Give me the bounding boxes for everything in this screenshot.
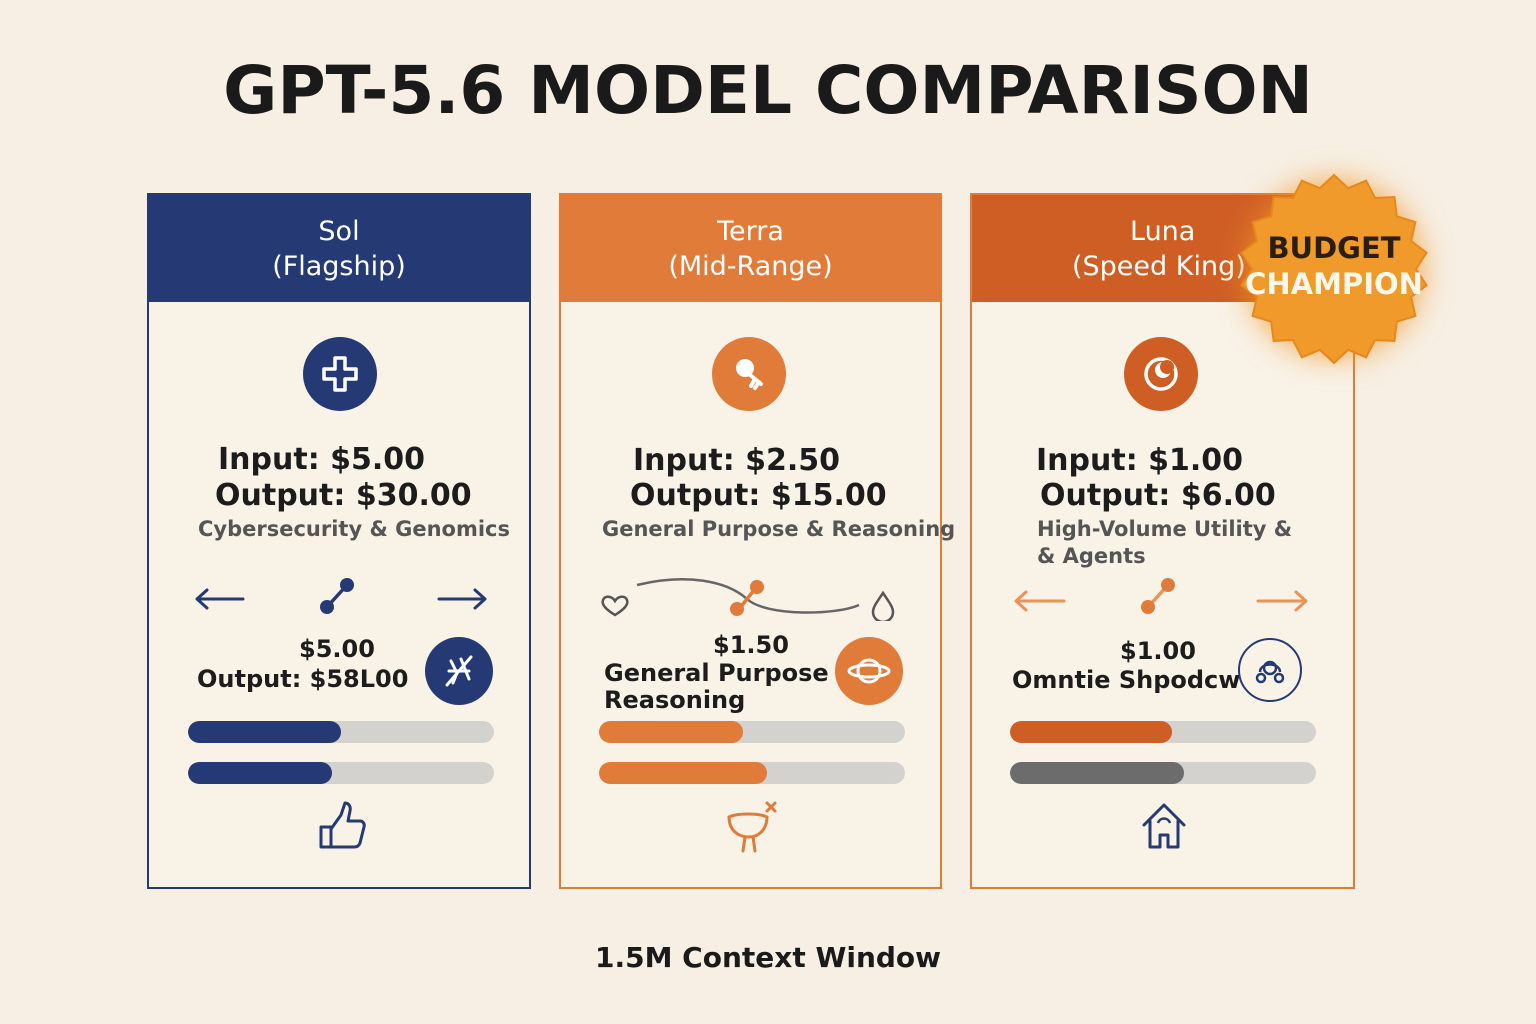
mid-text: Output: $58L00 [197,665,409,693]
card-sol: Sol (Flagship) Input: $5.00 Output: $30.… [147,193,531,889]
card-header: Sol (Flagship) [149,195,529,302]
output-price: Output: $15.00 [630,478,887,513]
badge-seal-icon [1240,173,1428,365]
wave-connector-icon [601,578,895,621]
input-price: Input: $5.00 [218,442,426,477]
model-tier: (Flagship) [272,251,406,282]
input-price: Input: $2.50 [633,443,841,478]
use-case: Cybersecurity & Genomics [198,517,510,541]
output-price: Output: $6.00 [1040,478,1276,513]
card-terra: Terra (Mid-Range) Input: $2.50 Output: $… [559,193,955,889]
progress-bar [599,762,905,784]
thumbs-up-icon [319,801,366,849]
arrow-right-icon [437,588,487,610]
progress-fill [188,762,332,784]
node-link-icon [1141,578,1175,614]
progress-fill [599,721,743,743]
headset-icon [1238,638,1302,702]
planet-icon [835,637,903,705]
context-window-note: 1.5M Context Window [594,941,942,974]
progress-fill [1010,762,1185,784]
bowl-icon [727,801,777,853]
card-header: Terra (Mid-Range) [561,195,940,302]
arrow-left-icon [1014,590,1066,612]
progress-fill [1010,721,1173,743]
home-icon [1142,803,1186,849]
mid-price: $1.50 [713,631,789,659]
output-price: Output: $30.00 [215,478,472,513]
arrow-right-icon [1256,590,1308,612]
model-name: Sol [318,216,360,247]
moon-icon [1124,337,1198,411]
model-tier: (Mid-Range) [668,251,833,282]
progress-fill [188,721,341,743]
progress-bar [1010,721,1316,743]
crossed-figure-icon [425,637,493,705]
badge-line-1: BUDGET [1267,231,1401,265]
mid-text: Reasoning [604,686,746,714]
model-name: Terra [717,216,784,247]
progress-bar [188,762,494,784]
mid-price: $5.00 [299,635,375,663]
progress-fill [599,762,768,784]
cross-plus-icon [303,337,377,411]
key-icon [712,337,786,411]
input-price: Input: $1.00 [1036,443,1244,478]
model-tier: (Speed King) [1072,251,1246,282]
node-link-icon [320,578,354,614]
progress-bar [188,721,494,743]
use-case: General Purpose & Reasoning [602,517,956,541]
progress-bar [1010,762,1316,784]
mid-text: Omntie Shpodcw [1012,666,1241,694]
progress-bar [599,721,905,743]
use-case: High-Volume Utility & [1037,517,1293,541]
budget-champion-badge: BUDGET CHAMPION [1237,230,1431,302]
mid-text: General Purpose & [604,659,858,687]
page-title: GPT-5.6 MODEL COMPARISON [223,52,1313,129]
mid-price: $1.00 [1120,637,1196,665]
model-name: Luna [1130,216,1196,247]
arrow-left-icon [195,588,245,610]
use-case: & Agents [1037,544,1146,568]
badge-line-2: CHAMPION [1245,267,1423,301]
